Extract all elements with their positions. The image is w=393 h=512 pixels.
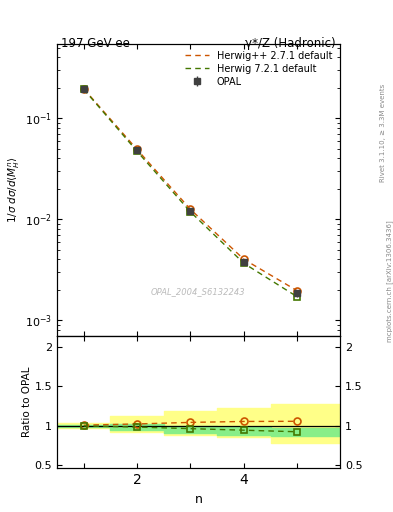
- Text: OPAL_2004_S6132243: OPAL_2004_S6132243: [151, 287, 246, 296]
- Text: γ*/Z (Hadronic): γ*/Z (Hadronic): [245, 37, 336, 50]
- Text: Rivet 3.1.10, ≥ 3.3M events: Rivet 3.1.10, ≥ 3.3M events: [380, 84, 386, 182]
- Text: 197 GeV ee: 197 GeV ee: [61, 37, 130, 50]
- Legend: Herwig++ 2.7.1 default, Herwig 7.2.1 default, OPAL: Herwig++ 2.7.1 default, Herwig 7.2.1 def…: [182, 48, 335, 90]
- X-axis label: n: n: [195, 493, 202, 506]
- Herwig 7.2.1 default: [241, 260, 246, 266]
- Line: Herwig++ 2.7.1 default: Herwig++ 2.7.1 default: [84, 89, 297, 291]
- Herwig 7.2.1 default: [135, 148, 140, 155]
- Herwig++ 2.7.1 default: [241, 256, 246, 262]
- Herwig 7.2.1 default: [295, 294, 299, 300]
- Herwig++ 2.7.1 default: [135, 146, 140, 153]
- Y-axis label: Ratio to OPAL: Ratio to OPAL: [22, 367, 32, 437]
- Herwig 7.2.1 default: [188, 209, 193, 215]
- Herwig++ 2.7.1 default: [188, 206, 193, 212]
- Herwig++ 2.7.1 default: [295, 288, 299, 294]
- Herwig 7.2.1 default: [81, 86, 86, 92]
- Y-axis label: $1/\sigma\;d\sigma/d\langle M^n_H \rangle$: $1/\sigma\;d\sigma/d\langle M^n_H \rangl…: [7, 156, 22, 223]
- Herwig++ 2.7.1 default: [81, 86, 86, 92]
- Text: mcplots.cern.ch [arXiv:1306.3436]: mcplots.cern.ch [arXiv:1306.3436]: [386, 221, 393, 343]
- Line: Herwig 7.2.1 default: Herwig 7.2.1 default: [84, 89, 297, 297]
